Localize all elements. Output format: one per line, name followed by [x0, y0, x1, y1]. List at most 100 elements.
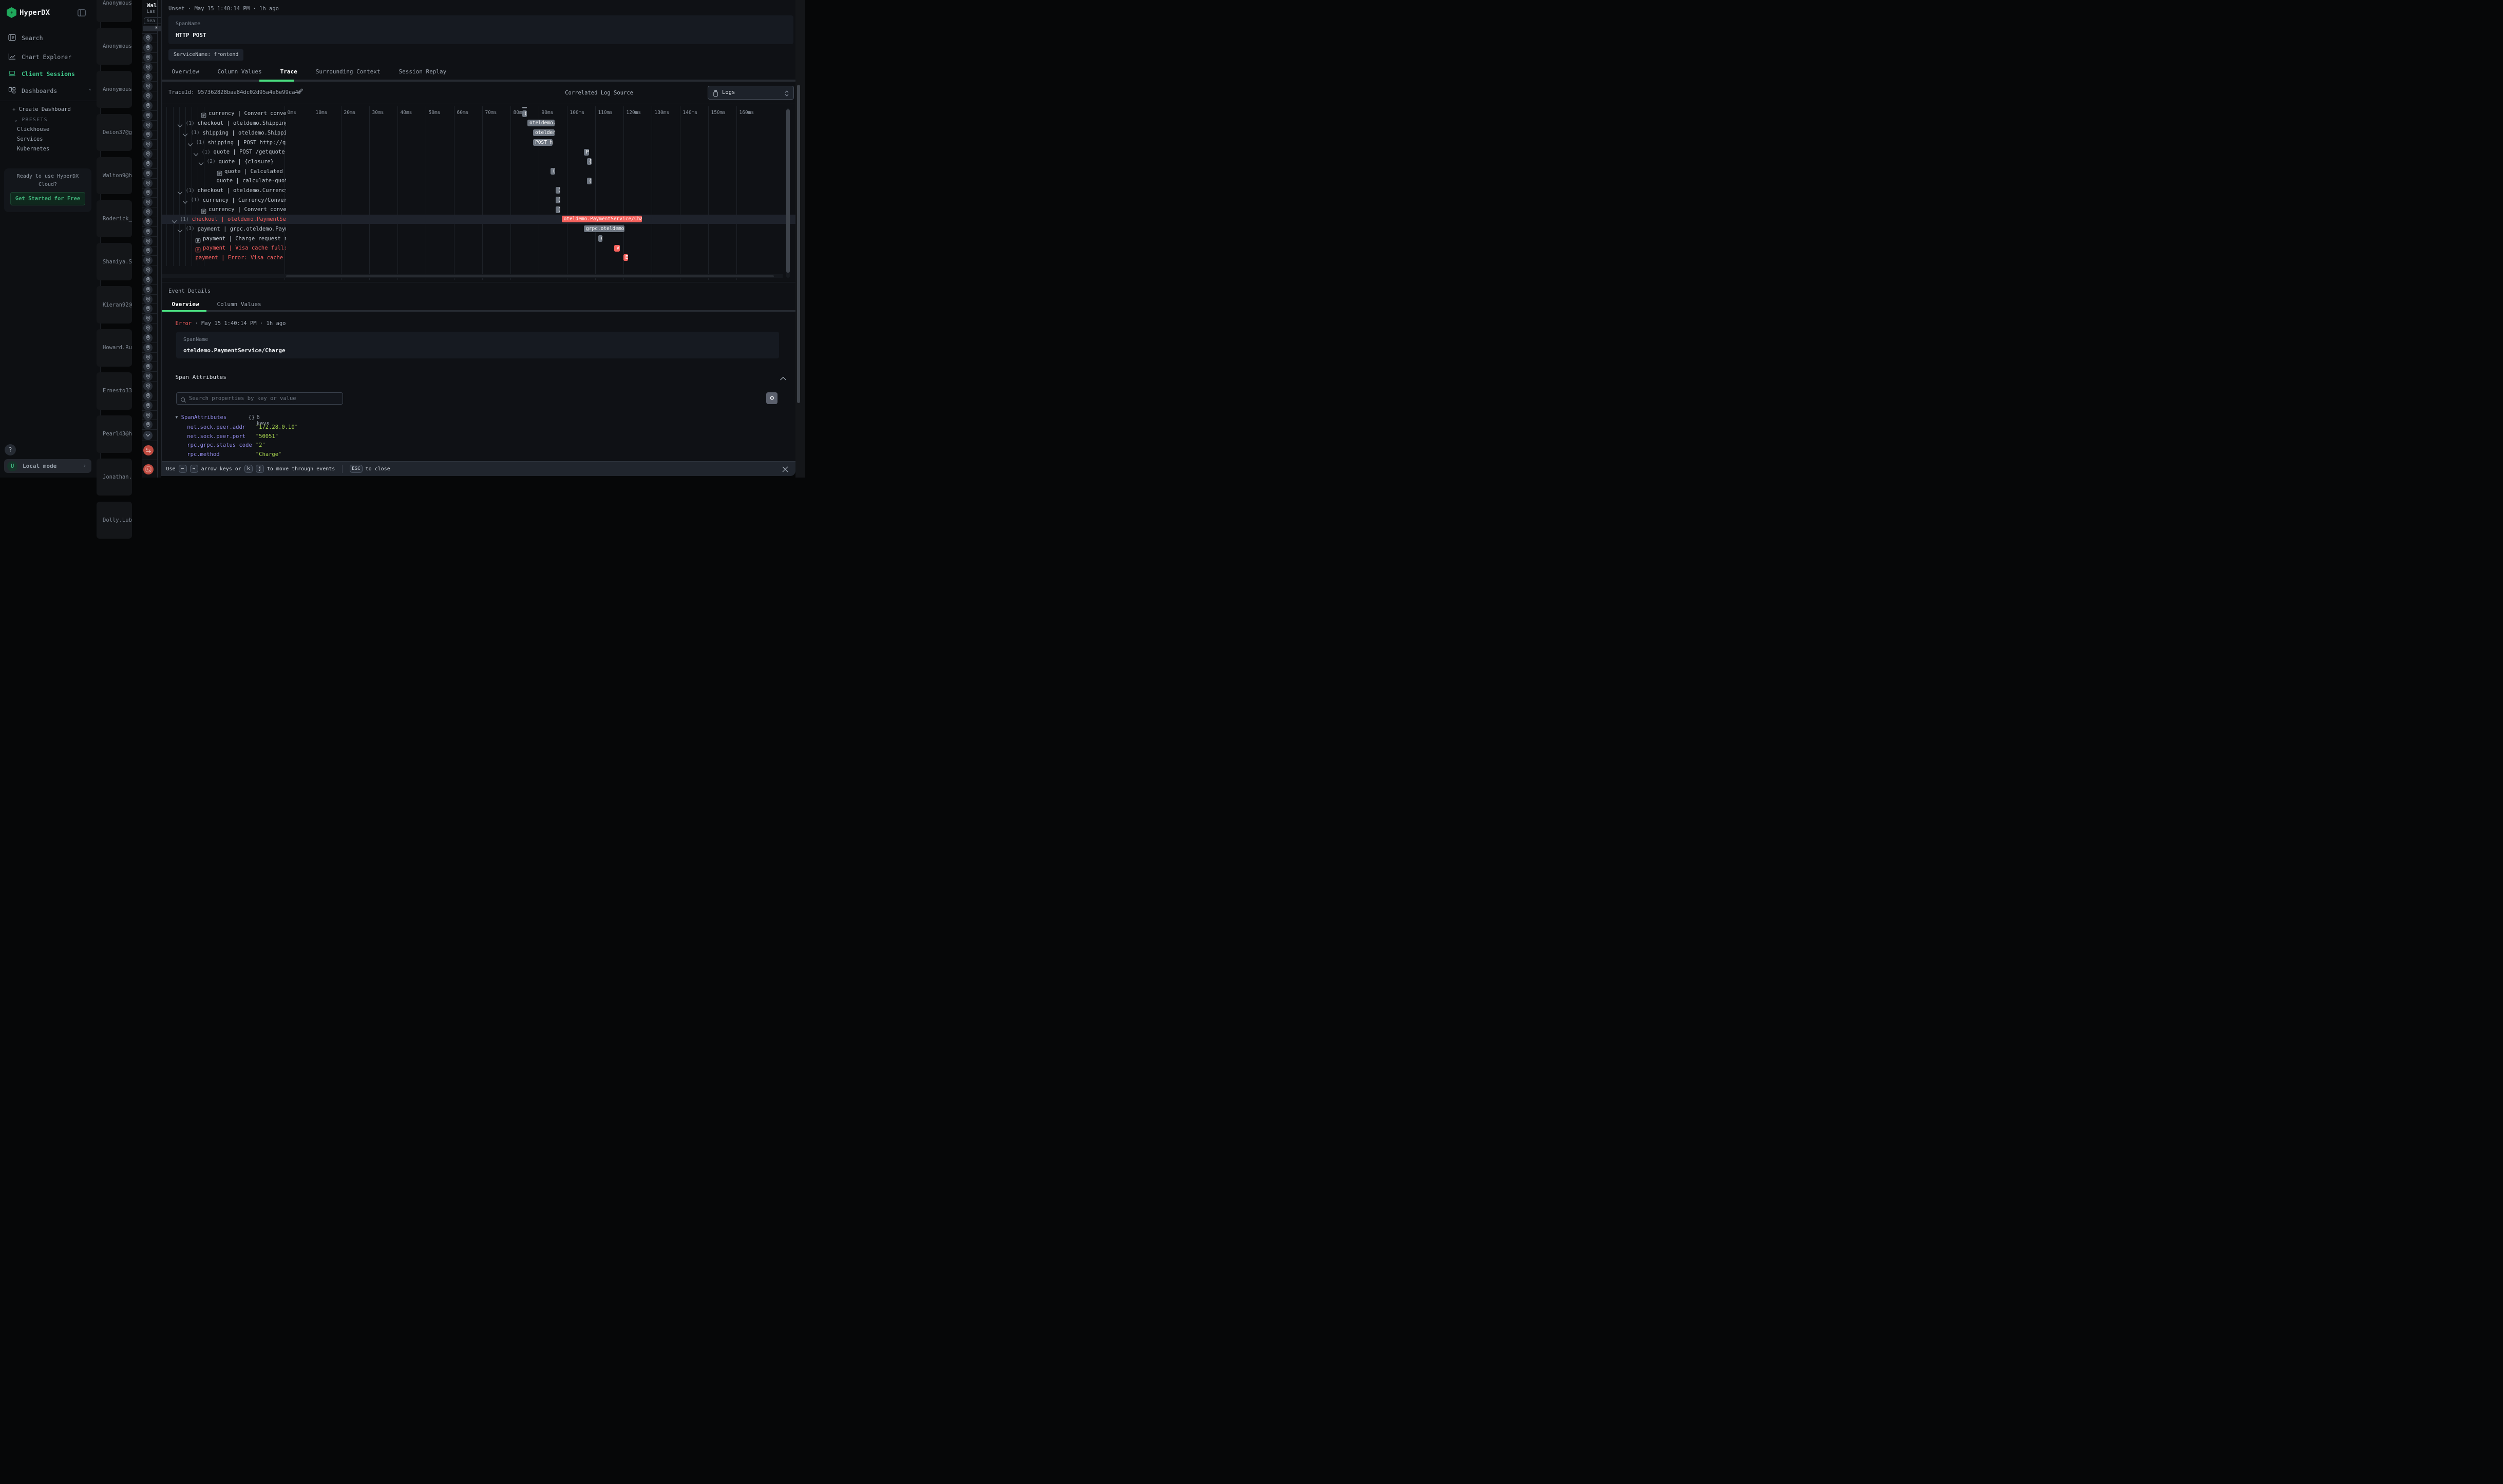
trace-span-row[interactable]: payment | Visa cache full: c…V: [162, 243, 796, 253]
log-source-select[interactable]: Logs: [708, 86, 794, 100]
event-row[interactable]: [142, 227, 157, 237]
sidebar-collapse-icon[interactable]: [78, 9, 86, 16]
event-row[interactable]: [142, 198, 157, 207]
trace-span-row[interactable]: currency | Convert convers…(: [162, 109, 796, 119]
event-row[interactable]: [142, 285, 157, 295]
help-button[interactable]: ?: [5, 444, 16, 455]
attribute-key[interactable]: rpc.grpc.status_code: [187, 442, 252, 448]
event-row[interactable]: [142, 460, 157, 478]
event-row[interactable]: [142, 149, 157, 159]
span-duration-bar[interactable]: oteldemo.PaymentService/Char: [562, 216, 642, 222]
span-duration-bar[interactable]: (: [556, 197, 560, 203]
event-row[interactable]: [142, 256, 157, 265]
event-row[interactable]: [142, 430, 157, 441]
span-duration-bar[interactable]: (: [556, 187, 560, 194]
trace-span-row[interactable]: (2)quote | {closure}{: [162, 157, 796, 166]
presets-toggle[interactable]: ⌄ PRESETS: [14, 117, 48, 123]
event-row[interactable]: [142, 63, 157, 72]
tab-overview[interactable]: Overview: [172, 68, 199, 79]
trace-span-row[interactable]: currency | Convert convers…(: [162, 205, 796, 215]
session-card[interactable]: Walton9@ho: [97, 157, 132, 195]
event-row[interactable]: [142, 304, 157, 314]
span-duration-bar[interactable]: POST h: [533, 139, 553, 146]
session-card[interactable]: Anonymous: [97, 71, 132, 108]
edit-trace-id-icon[interactable]: [295, 86, 306, 96]
sidebar-item-dashboards[interactable]: Dashboards⌃: [0, 84, 101, 98]
event-row[interactable]: [142, 391, 157, 401]
event-row[interactable]: [142, 159, 157, 169]
session-card[interactable]: Anonymous: [97, 28, 132, 65]
session-card[interactable]: Anonymous: [97, 0, 132, 22]
span-duration-bar[interactable]: otelder: [533, 129, 555, 136]
event-row[interactable]: [142, 420, 157, 430]
event-row[interactable]: [142, 169, 157, 179]
trace-span-row[interactable]: payment | Charge request rec…(: [162, 234, 796, 243]
event-row[interactable]: [142, 382, 157, 391]
waterfall-scrollbar-horizontal[interactable]: [162, 274, 783, 278]
trace-span-row[interactable]: (1)shipping | POST http://quo…POST h: [162, 138, 796, 147]
event-row[interactable]: [142, 140, 157, 149]
event-row[interactable]: [142, 33, 157, 43]
create-dashboard-button[interactable]: + Create Dashboard: [12, 106, 71, 112]
event-row[interactable]: [142, 401, 157, 411]
event-row[interactable]: [142, 314, 157, 324]
event-row[interactable]: [142, 130, 157, 140]
preset-clickhouse[interactable]: Clickhouse: [17, 126, 49, 132]
page-scrollbar[interactable]: [795, 0, 805, 478]
service-name-chip[interactable]: ServiceName: frontend: [168, 49, 243, 61]
attribute-key[interactable]: net.sock.peer.port: [187, 433, 245, 440]
event-row[interactable]: [142, 441, 157, 460]
get-started-button[interactable]: Get Started for Free: [10, 192, 85, 205]
trace-span-row[interactable]: (1)checkout | oteldemo.ShippingSe…otelde…: [162, 119, 796, 128]
span-duration-bar[interactable]: (: [587, 178, 592, 184]
event-row[interactable]: [142, 188, 157, 198]
trace-span-row[interactable]: (1)quote | POST /getquoteP: [162, 147, 796, 157]
events-search-input[interactable]: Sea: [144, 17, 161, 25]
trace-span-row[interactable]: quote | calculate-quote(: [162, 176, 796, 186]
attribute-key[interactable]: rpc.method: [187, 451, 219, 458]
trace-span-row[interactable]: payment | Error: Visa cache ful…E: [162, 253, 796, 262]
preset-services[interactable]: Services: [17, 136, 43, 142]
sidebar-item-client-sessions[interactable]: Client Sessions: [0, 67, 101, 81]
event-details-tab-overview[interactable]: Overview: [172, 301, 199, 308]
events-filter-button[interactable]: H: [143, 26, 161, 32]
event-row[interactable]: [142, 246, 157, 256]
event-row[interactable]: [142, 82, 157, 91]
span-duration-bar[interactable]: (: [598, 235, 602, 242]
trace-span-row[interactable]: (1)currency | Currency/Convert(: [162, 195, 796, 205]
attributes-search-input[interactable]: Search properties by key or value: [176, 392, 343, 405]
session-card[interactable]: Jonathan.B: [97, 459, 132, 496]
session-card[interactable]: Pearl43@ho: [97, 415, 132, 453]
event-row[interactable]: [142, 217, 157, 227]
trace-span-row[interactable]: (1)shipping | oteldemo.Shipping…otelder: [162, 128, 796, 138]
event-row[interactable]: [142, 333, 157, 343]
event-row[interactable]: [142, 43, 157, 53]
event-row[interactable]: [142, 265, 157, 275]
session-card[interactable]: Shaniya.Sc: [97, 243, 132, 280]
event-row[interactable]: [142, 353, 157, 363]
event-details-tab-column-values[interactable]: Column Values: [217, 301, 261, 308]
root-key[interactable]: SpanAttributes: [181, 414, 227, 421]
event-row[interactable]: [142, 111, 157, 121]
expand-triangle-icon[interactable]: ▼: [176, 415, 178, 420]
span-duration-bar[interactable]: V: [614, 245, 620, 252]
sidebar-item-search[interactable]: Search: [0, 31, 101, 45]
close-icon[interactable]: [782, 465, 789, 472]
tab-column-values[interactable]: Column Values: [217, 68, 261, 79]
tab-session-replay[interactable]: Session Replay: [399, 68, 447, 79]
event-row[interactable]: [142, 179, 157, 188]
trace-span-row[interactable]: (1)checkout | oteldemo.PaymentServi…otel…: [162, 215, 796, 224]
event-row[interactable]: [142, 207, 157, 217]
event-row[interactable]: [142, 72, 157, 82]
event-row[interactable]: [142, 121, 157, 130]
preset-kubernetes[interactable]: Kubernetes: [17, 146, 49, 152]
session-card[interactable]: Howard.Run: [97, 329, 132, 367]
event-row[interactable]: [142, 362, 157, 372]
session-card[interactable]: Kieran92@h: [97, 286, 132, 324]
event-row[interactable]: [142, 343, 157, 353]
event-row[interactable]: [142, 411, 157, 421]
session-card[interactable]: Ernesto33@: [97, 372, 132, 410]
trace-span-row[interactable]: (3)payment | grpc.oteldemo.Paymen…grpc.o…: [162, 224, 796, 234]
event-row[interactable]: [142, 295, 157, 305]
attribute-key[interactable]: net.sock.peer.addr: [187, 424, 245, 430]
